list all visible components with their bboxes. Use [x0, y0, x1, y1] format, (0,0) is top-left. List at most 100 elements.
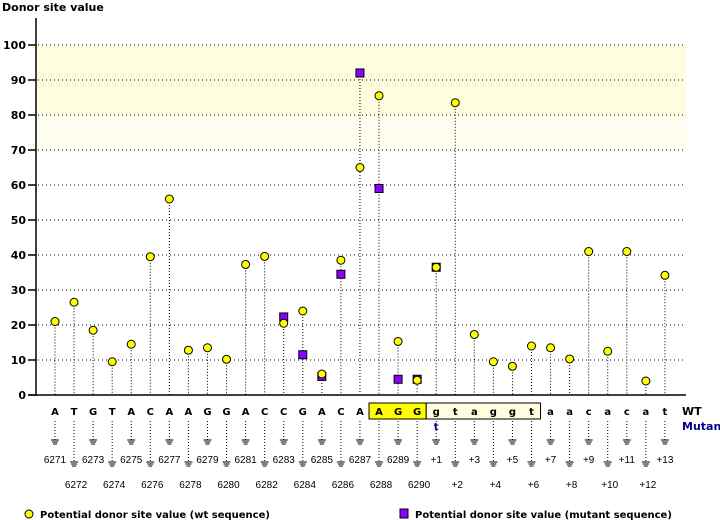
position-label-6282: 6282 [256, 480, 279, 491]
wt-point-+9 [584, 247, 594, 256]
wt-base-6284: G [299, 407, 307, 418]
wt-point-6271 [50, 317, 60, 326]
position-label-+7: +7 [545, 455, 557, 466]
wt-point-6273 [88, 325, 98, 335]
position-label-6276: 6276 [141, 480, 164, 491]
position-label-6272: 6272 [65, 480, 88, 491]
wt-point-+3 [469, 329, 479, 339]
wt-base-+10: a [604, 407, 611, 418]
position-label-6275: 6275 [120, 455, 143, 466]
wt-point-6290 [412, 375, 422, 385]
position-label-+11: +11 [619, 455, 636, 466]
wt-point-6286 [336, 255, 346, 265]
position-label-+3: +3 [469, 455, 481, 466]
wt-point-6272 [69, 297, 79, 307]
position-label-6283: 6283 [273, 455, 296, 466]
position-label-6277: 6277 [158, 455, 181, 466]
wt-base-6274: T [109, 407, 116, 418]
wt-point-6278 [183, 345, 193, 355]
wt-point-+11 [622, 247, 632, 256]
wt-base-+2: t [453, 407, 458, 418]
wt-base-+9: c [586, 407, 592, 418]
position-label-6289: 6289 [387, 455, 410, 466]
wt-point-6288 [374, 91, 384, 101]
wt-base-6282: C [261, 407, 268, 418]
legend-wt-label: Potential donor site value (wt sequence) [40, 510, 270, 520]
wt-point-+2 [450, 98, 460, 108]
position-label-+10: +10 [601, 480, 618, 491]
position-label-6290: 6290 [408, 480, 431, 491]
y-tick-label-10: 10 [11, 354, 27, 367]
position-label-+1: +1 [430, 455, 442, 466]
mutant-row-label: Mutant [682, 420, 720, 433]
y-tick-label-100: 100 [3, 39, 26, 52]
mutant-point-6286 [336, 269, 346, 279]
wt-point-+7 [546, 343, 556, 353]
wt-base-+13: t [663, 407, 668, 418]
position-label-+6: +6 [528, 480, 540, 491]
wt-base-+12: a [642, 407, 649, 418]
y-tick-label-30: 30 [11, 284, 27, 297]
y-tick-label-90: 90 [11, 74, 27, 87]
position-label-6281: 6281 [234, 455, 257, 466]
position-label-6278: 6278 [179, 480, 202, 491]
wt-point-6275 [126, 339, 136, 349]
position-label-6273: 6273 [82, 455, 105, 466]
wt-base-6286: C [337, 407, 344, 418]
position-label-6285: 6285 [311, 455, 334, 466]
wt-point-6277 [164, 194, 174, 204]
wt-point-6280 [222, 354, 232, 364]
wt-point-6289 [393, 336, 403, 346]
wt-point-6287 [355, 163, 365, 172]
wt-point-+13 [660, 270, 670, 280]
wt-point-+12 [641, 376, 651, 386]
y-tick-label-0: 0 [18, 389, 26, 402]
wt-base-6280: G [222, 407, 230, 418]
position-label-+5: +5 [507, 455, 519, 466]
wt-base-6281: A [242, 407, 250, 418]
wt-base-6285: A [318, 407, 326, 418]
position-label-+2: +2 [452, 480, 464, 491]
y-tick-label-60: 60 [11, 179, 27, 192]
legend-wt-marker [24, 509, 34, 519]
wt-base-6273: G [89, 407, 97, 418]
wt-base-+7: a [547, 407, 554, 418]
position-label-6271: 6271 [44, 455, 67, 466]
wt-base-+5: g [509, 407, 516, 418]
position-label-6280: 6280 [217, 480, 240, 491]
y-axis: 0 10 20 30 40 50 60 70 80 90 100 [3, 18, 686, 402]
wt-point-+1 [431, 262, 441, 272]
data-points [50, 68, 670, 386]
wt-base-6279: G [203, 407, 211, 418]
wt-base-+8: a [566, 407, 573, 418]
wt-point-+8 [565, 354, 575, 364]
mutant-point-6284 [298, 350, 308, 360]
wt-point-6279 [202, 343, 212, 353]
wt-base-6277: A [165, 407, 173, 418]
position-label-+9: +9 [583, 455, 595, 466]
wt-point-6283 [279, 318, 289, 328]
wt-base-+11: c [624, 407, 630, 418]
wt-base-6287: A [356, 407, 364, 418]
wt-row-label: WT [682, 405, 702, 418]
wt-base-+1: g [433, 407, 440, 418]
mutant-point-6287 [355, 68, 365, 78]
mutant-point-6288 [374, 184, 384, 193]
y-tick-label-20: 20 [11, 319, 27, 332]
sequence-row: ATGTACAAGGACCGACAAGGgttaggtaacacat [51, 402, 668, 433]
wt-base-6276: C [147, 407, 154, 418]
legend-mutant-marker [399, 508, 409, 519]
position-label-+13: +13 [656, 455, 673, 466]
y-tick-label-70: 70 [11, 144, 27, 157]
position-label-+12: +12 [639, 480, 656, 491]
wt-point-6285 [317, 369, 327, 379]
wt-point-6282 [260, 251, 270, 261]
wt-base-6278: A [185, 407, 193, 418]
wt-base-+3: a [471, 407, 478, 418]
wt-base-6288: A [375, 407, 383, 418]
position-label-6288: 6288 [370, 480, 393, 491]
wt-point-+10 [603, 346, 613, 356]
position-label-+8: +8 [566, 480, 578, 491]
wt-base-6272: T [71, 407, 78, 418]
